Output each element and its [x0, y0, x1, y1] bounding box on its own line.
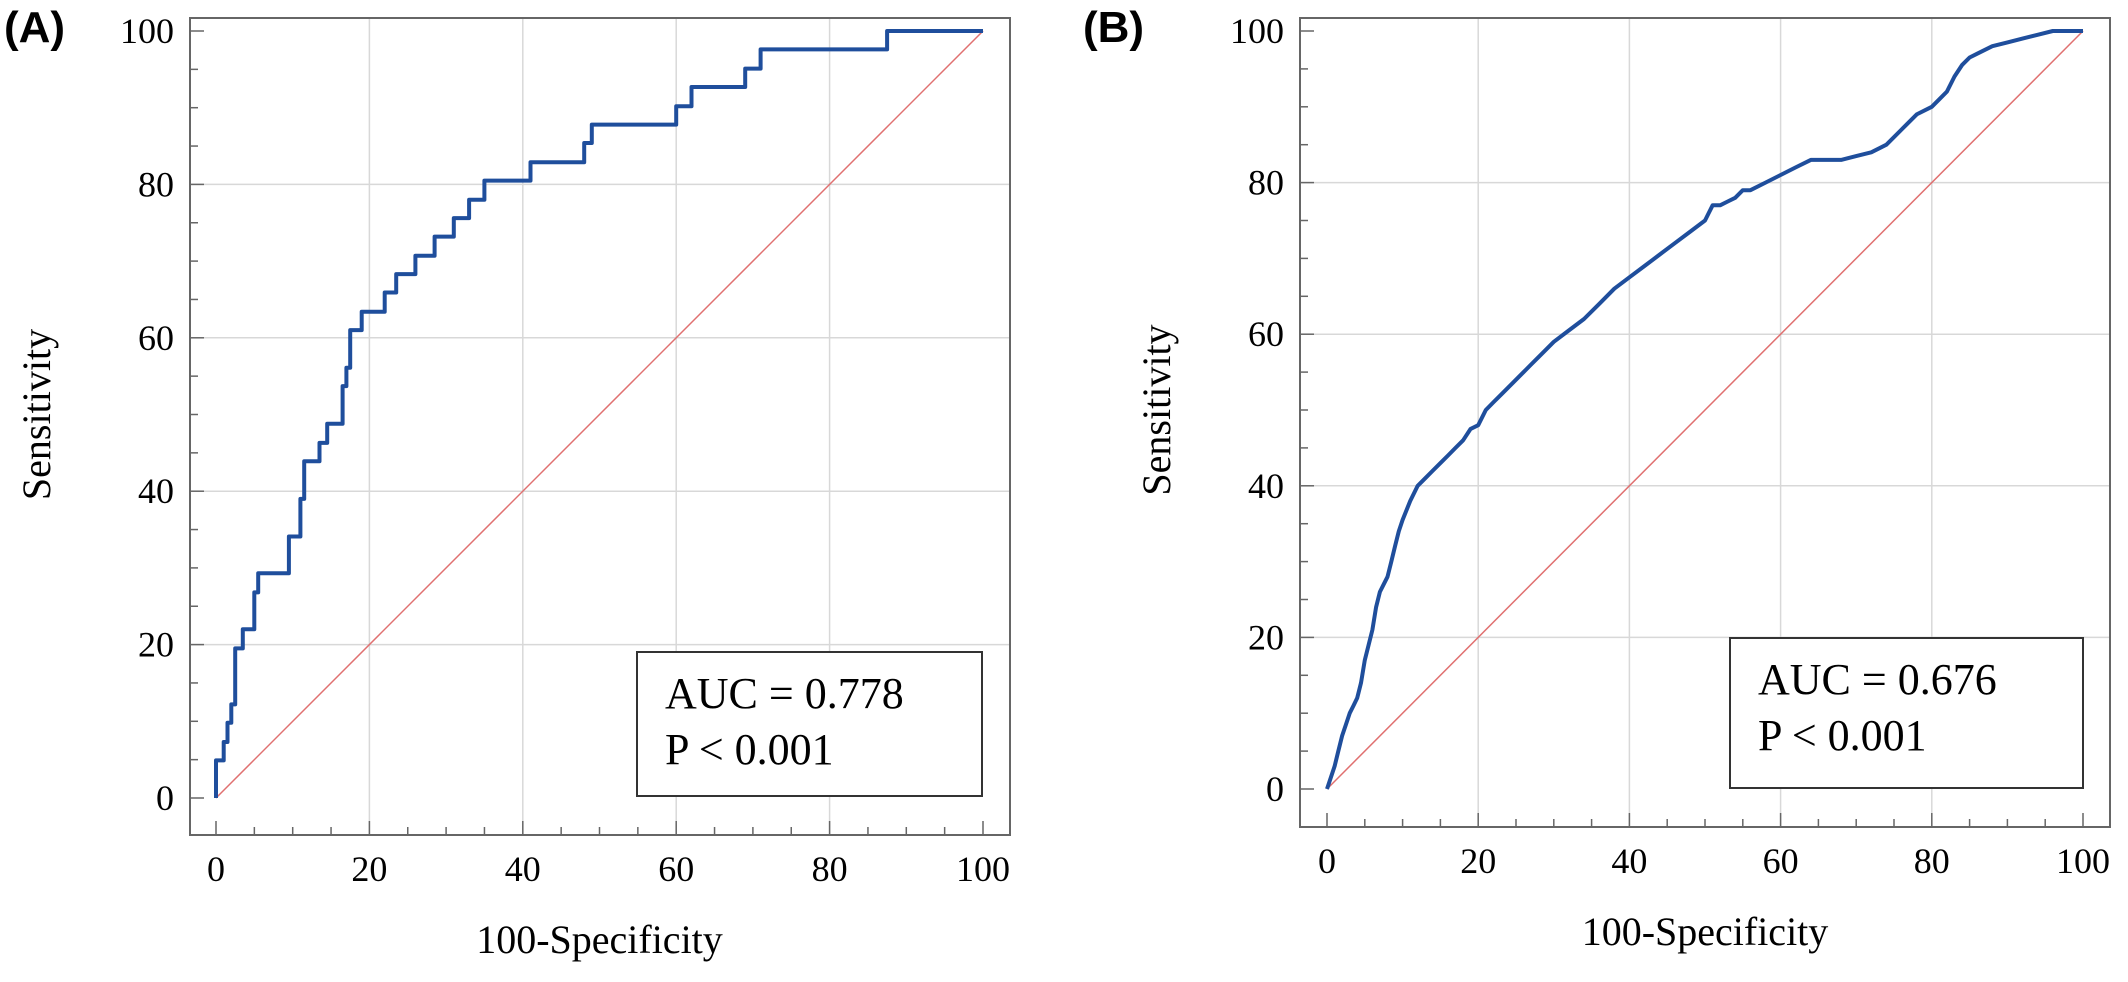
y-tick-label: 100: [120, 11, 174, 51]
y-tick-label: 60: [1248, 314, 1284, 354]
y-tick-label: 40: [138, 471, 174, 511]
x-tick-label: 100: [2056, 841, 2110, 881]
y-ticks-a: 0 20 40 60 80 100: [120, 11, 204, 818]
x-ticks-b: 0 20 40 60 80 100: [1318, 813, 2110, 881]
y-tick-label: 20: [138, 625, 174, 665]
x-axis-label-a: 100-Specificity: [476, 917, 723, 962]
y-tick-label: 40: [1248, 466, 1284, 506]
auc-box-border-a: [636, 651, 983, 797]
y-tick-label: 0: [1266, 769, 1284, 809]
auc-box-b: AUC = 0.676 P < 0.001: [1729, 637, 2084, 789]
y-tick-label: 20: [1248, 617, 1284, 657]
auc-box-border-b: [1729, 637, 2084, 789]
x-axis-label-b: 100-Specificity: [1582, 909, 1829, 954]
grid-a: [190, 18, 1010, 835]
auc-value-a: AUC = 0.778: [665, 669, 904, 718]
x-tick-label: 100: [956, 849, 1010, 889]
x-tick-label: 40: [1611, 841, 1647, 881]
y-tick-label: 100: [1230, 11, 1284, 51]
y-ticks-b: 0 20 40 60 80 100: [1230, 11, 1314, 809]
y-tick-label: 80: [138, 164, 174, 204]
auc-value-b: AUC = 0.676: [1758, 655, 1997, 704]
p-value-b: P < 0.001: [1758, 711, 1927, 760]
p-value-a: P < 0.001: [665, 725, 834, 774]
panel-label-b: (B): [1083, 3, 1144, 52]
x-tick-label: 60: [1763, 841, 1799, 881]
auc-box-a: AUC = 0.778 P < 0.001: [636, 651, 983, 797]
x-tick-label: 60: [658, 849, 694, 889]
x-tick-label: 0: [207, 849, 225, 889]
roc-curve-b: [1325, 29, 2083, 790]
reference-line-a: [215, 30, 984, 799]
x-tick-label: 20: [351, 849, 387, 889]
y-axis-label-b: Sensitivity: [1134, 324, 1179, 495]
x-tick-label: 40: [505, 849, 541, 889]
x-ticks-a: 0 20 40 60 80 100: [207, 821, 1010, 889]
y-axis-label-a: Sensitivity: [14, 329, 59, 500]
y-tick-label: 60: [138, 318, 174, 358]
y-tick-label: 80: [1248, 163, 1284, 203]
x-tick-label: 80: [812, 849, 848, 889]
roc-curve-a: [214, 29, 983, 798]
x-tick-label: 80: [1914, 841, 1950, 881]
panel-label-a: (A): [4, 3, 65, 52]
x-tick-label: 0: [1318, 841, 1336, 881]
y-tick-label: 0: [156, 778, 174, 818]
reference-line-b: [1326, 30, 2084, 790]
x-tick-label: 20: [1460, 841, 1496, 881]
roc-chart-a: (A) 0 20 40 60 80 100 0 20 40 60 80 100 AUC = 0.77…: [4, 3, 1011, 962]
roc-chart-b: (B) 0 20 40 60 80 100 0 20 40 60 80 100 AUC = 0.67…: [1083, 3, 2111, 954]
